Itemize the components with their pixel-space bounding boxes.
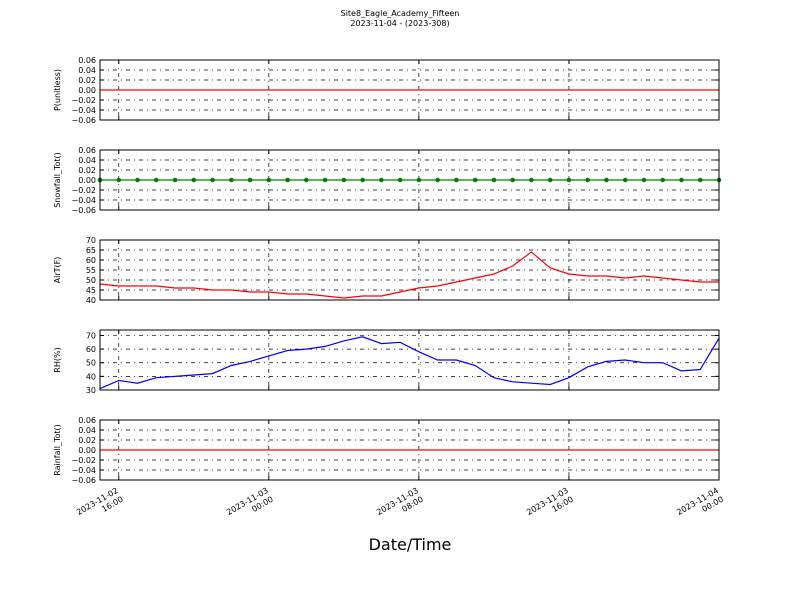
- x-tick-label: 2023-11-0316:00: [525, 486, 575, 526]
- y-axis-label: P(unitless): [53, 69, 62, 111]
- data-point: [529, 177, 534, 183]
- y-tick-label: 0.04: [78, 426, 96, 435]
- data-point: [191, 177, 197, 183]
- data-point: [510, 177, 515, 183]
- data-point: [622, 177, 628, 183]
- y-tick-label: 0.02: [78, 436, 96, 445]
- data-point: [153, 177, 159, 183]
- y-tick-label: 45: [86, 286, 96, 295]
- plot-frame: [99, 419, 720, 481]
- y-tick-label: −0.02: [71, 96, 96, 105]
- data-point: [135, 177, 140, 183]
- y-tick-label: −0.06: [71, 476, 96, 485]
- y-tick-label: 0.04: [78, 66, 96, 75]
- data-point: [660, 177, 666, 183]
- y-tick-label: 0.06: [78, 146, 96, 155]
- data-point: [435, 177, 440, 183]
- data-point: [697, 177, 703, 183]
- data-point: [341, 177, 347, 183]
- y-tick-label: 40: [86, 372, 96, 381]
- plot-frame: [99, 59, 720, 121]
- data-point: [604, 177, 609, 183]
- x-tick-label: 2023-11-0216:00: [75, 486, 125, 526]
- y-tick-label: 60: [86, 345, 96, 354]
- data-point: [585, 177, 590, 183]
- y-tick-label: 0.02: [78, 76, 96, 85]
- data-point: [285, 177, 290, 183]
- chart-subtitle: 2023-11-04 - (2023-308): [350, 19, 449, 28]
- y-tick-label: −0.04: [71, 196, 96, 205]
- data-point: [229, 177, 234, 183]
- data-line: [99, 336, 720, 390]
- data-point: [566, 177, 572, 183]
- plot-frame: [99, 329, 720, 391]
- y-tick-label: 40: [86, 296, 96, 305]
- data-point: [322, 177, 328, 183]
- y-tick-label: 0.06: [78, 56, 96, 65]
- y-tick-label: −0.06: [71, 116, 96, 125]
- data-point: [304, 177, 309, 183]
- y-axis-label: AirT(F): [53, 257, 62, 284]
- x-axis-label: Date/Time: [369, 535, 452, 554]
- data-point: [172, 177, 178, 183]
- plot-frame: [99, 239, 720, 301]
- data-point: [472, 177, 478, 183]
- y-axis-label: Rainfall_Tot(): [53, 424, 62, 476]
- y-tick-label: −0.04: [71, 466, 96, 475]
- y-tick-label: 70: [86, 331, 96, 340]
- y-tick-label: 0.00: [78, 176, 96, 185]
- data-point: [679, 177, 684, 183]
- y-axis-label: Snowfall_Tot(): [53, 152, 62, 208]
- plot-frame: [99, 149, 720, 211]
- data-point: [360, 177, 365, 183]
- y-tick-label: 55: [86, 266, 96, 275]
- y-tick-label: 0.02: [78, 166, 96, 175]
- data-point: [641, 177, 647, 183]
- y-tick-label: −0.06: [71, 206, 96, 215]
- y-tick-label: 60: [86, 256, 96, 265]
- y-tick-label: 0.06: [78, 416, 96, 425]
- y-tick-label: −0.04: [71, 106, 96, 115]
- x-tick-label: 2023-11-0300:00: [225, 486, 275, 526]
- data-point: [210, 177, 215, 183]
- y-tick-label: 50: [86, 276, 96, 285]
- y-tick-label: 30: [86, 386, 96, 395]
- data-point: [266, 177, 272, 183]
- data-point: [397, 177, 403, 183]
- data-point: [491, 177, 497, 183]
- data-line: [99, 251, 719, 299]
- data-point: [547, 177, 553, 183]
- y-tick-label: −0.02: [71, 456, 96, 465]
- x-tick-label: 2023-11-0308:00: [375, 486, 425, 526]
- data-point: [379, 177, 384, 183]
- data-point: [454, 177, 459, 183]
- data-point: [416, 177, 422, 183]
- y-tick-label: 0.04: [78, 156, 96, 165]
- data-point: [247, 177, 253, 183]
- x-tick-label: 2023-11-0400:00: [675, 486, 725, 526]
- y-tick-label: 70: [86, 236, 96, 245]
- data-point: [116, 177, 122, 183]
- y-tick-label: 50: [86, 359, 96, 368]
- y-axis-label: RH(%): [53, 347, 62, 372]
- y-tick-label: −0.02: [71, 186, 96, 195]
- y-tick-label: 65: [86, 246, 96, 255]
- chart-title: Site8_Eagle_Academy_Fifteen: [341, 9, 460, 18]
- y-tick-label: 0.00: [78, 86, 96, 95]
- y-tick-label: 0.00: [78, 446, 96, 455]
